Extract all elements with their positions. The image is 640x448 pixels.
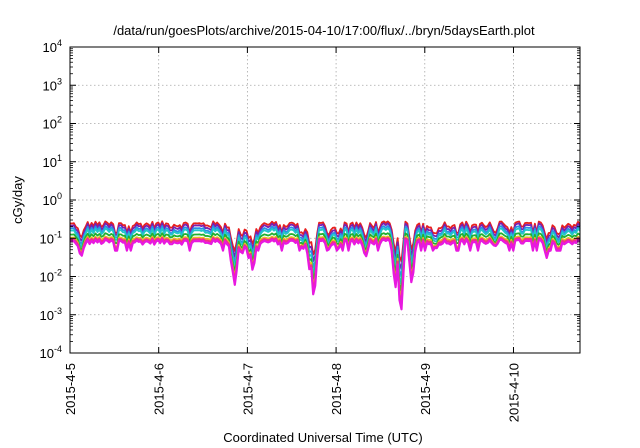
series-line-1 (69, 220, 581, 263)
series-line-5 (69, 232, 581, 292)
x-axis-label: Coordinated Universal Time (UTC) (223, 430, 422, 445)
y-tick-label: 10-2 (40, 268, 62, 285)
y-tick-label: 10-3 (40, 306, 62, 323)
y-axis-label: cGy/day (10, 176, 25, 224)
y-tick-label: 103 (43, 76, 62, 93)
series-line-4 (69, 227, 581, 285)
y-axis-ticks: 10-4 10-3 10-2 10-1 100 101 102 103 104 (40, 38, 580, 361)
y-tick-label: 10-1 (40, 229, 62, 246)
x-tick-label: 2015-4-5 (63, 363, 78, 415)
x-tick-label: 2015-4-8 (329, 363, 344, 415)
x-tick-label: 2015-4-9 (418, 363, 433, 415)
x-tick-label: 2015-4-6 (152, 363, 167, 415)
y-tick-label: 101 (43, 153, 62, 170)
y-tick-label: 102 (43, 115, 62, 132)
y-tick-label: 100 (43, 191, 62, 208)
series-layer (69, 220, 581, 311)
series-line-8 (69, 238, 581, 311)
x-tick-label: 2015-4-7 (240, 363, 255, 415)
x-tick-label: 2015-4-10 (506, 363, 521, 422)
chart-title: /data/run/goesPlots/archive/2015-04-10/1… (113, 23, 535, 38)
x-axis-ticks: 2015-4-5 2015-4-6 2015-4-7 2015-4-8 2015-4-9… (63, 47, 521, 422)
y-tick-label: 10-4 (40, 344, 62, 361)
y-tick-label: 104 (43, 38, 62, 55)
series-line-2 (69, 222, 581, 270)
